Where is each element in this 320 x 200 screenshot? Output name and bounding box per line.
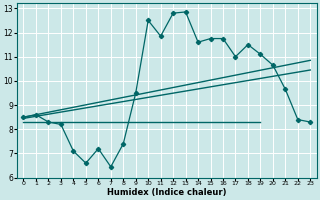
X-axis label: Humidex (Indice chaleur): Humidex (Indice chaleur) — [107, 188, 227, 197]
